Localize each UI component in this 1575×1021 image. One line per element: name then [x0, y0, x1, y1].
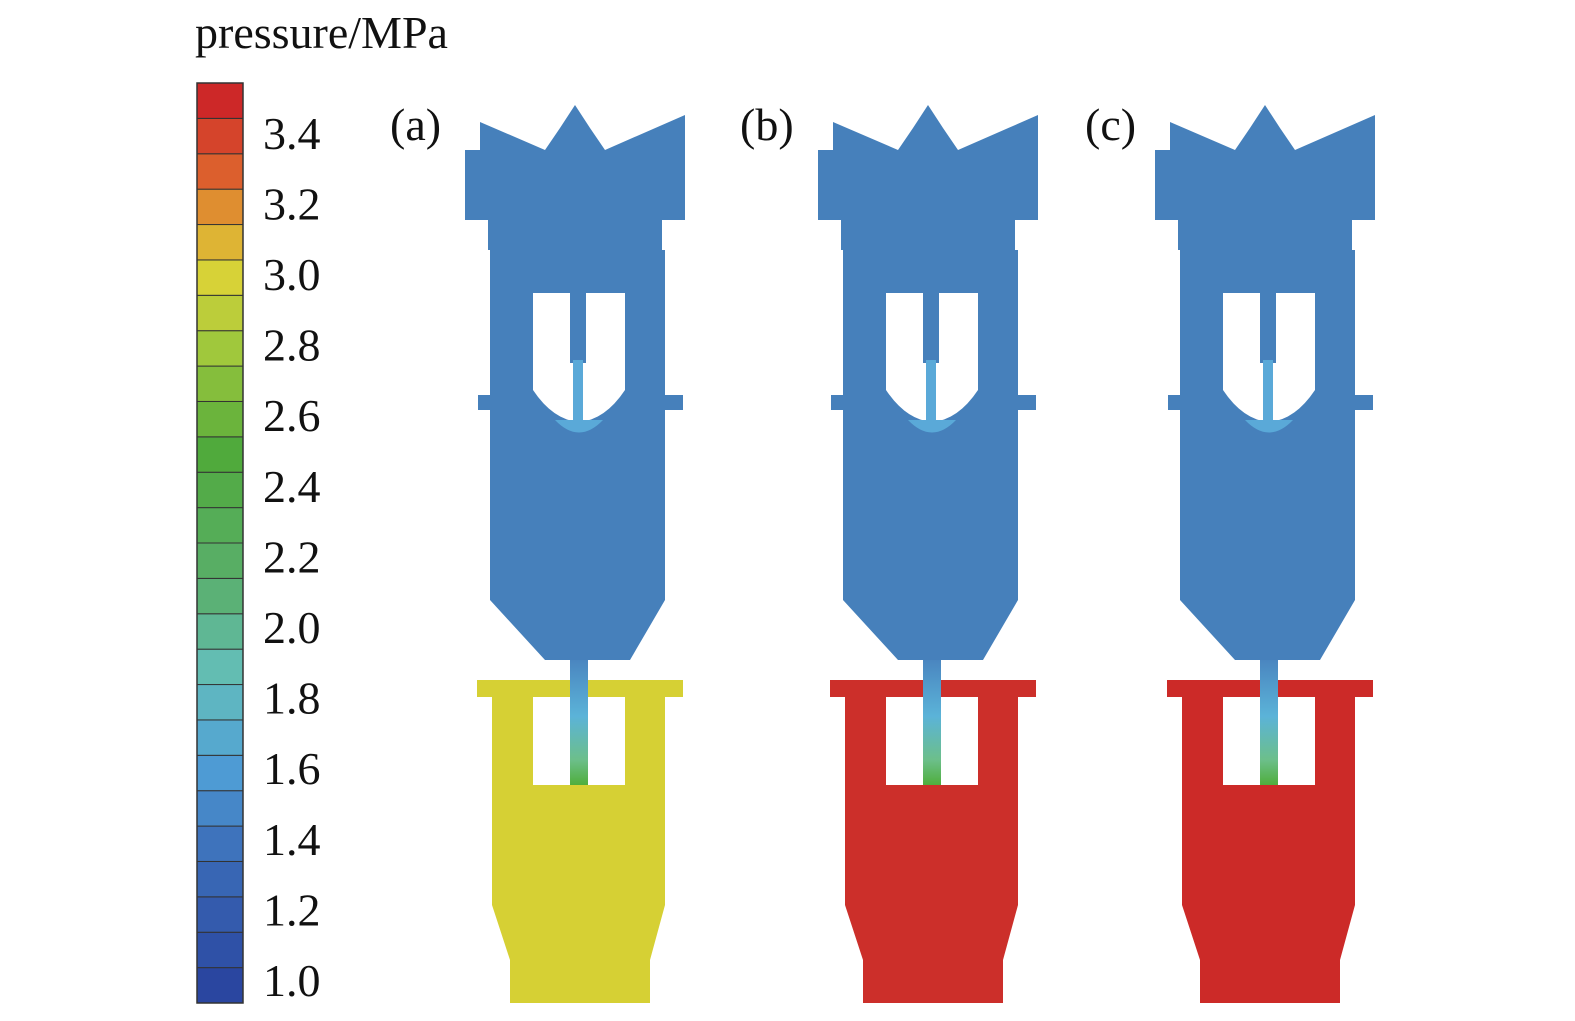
colorbar-band	[196, 436, 244, 473]
colorbar-frame	[196, 82, 244, 1004]
colorbar-band	[196, 896, 244, 933]
colorbar-band	[196, 365, 244, 402]
colorbar-band	[196, 684, 244, 721]
colorbar-band	[196, 507, 244, 544]
colorbar-tick-label: 1.0	[263, 955, 321, 1006]
colorbar-band	[196, 153, 244, 190]
colorbar-title: pressure/MPa	[195, 7, 448, 58]
colorbar-tick-label: 2.4	[263, 461, 321, 512]
panel-label: (b)	[740, 99, 794, 150]
colorbar-tick-label: 2.6	[263, 390, 321, 441]
colorbar-band	[196, 224, 244, 261]
colorbar-band	[196, 471, 244, 509]
colorbar-band	[196, 188, 244, 226]
colorbar-band	[196, 825, 244, 862]
colorbar-band	[196, 577, 244, 615]
colorbar-band	[196, 967, 244, 1004]
colorbar-band	[196, 330, 244, 367]
colorbar-tick-label: 1.2	[263, 884, 321, 935]
colorbar-band	[196, 294, 244, 332]
colorbar-band	[196, 860, 244, 898]
colorbar-band	[196, 790, 244, 827]
colorbar-band	[196, 648, 244, 686]
colorbar-band	[196, 754, 244, 792]
colorbar-band	[196, 719, 244, 756]
colorbar-band	[196, 931, 244, 969]
colorbar-tick-label: 1.6	[263, 743, 321, 794]
colorbar-band	[196, 82, 244, 119]
colorbar-tick-label: 1.8	[263, 673, 321, 724]
panel-label: (a)	[390, 99, 441, 150]
colorbar-band	[196, 400, 244, 438]
panel-c	[1155, 105, 1375, 1003]
colorbar-tick-label: 3.0	[263, 249, 321, 300]
panel-a	[465, 105, 685, 1003]
colorbar-tick-label: 2.8	[263, 320, 321, 371]
panel-b	[818, 105, 1038, 1003]
colorbar-band	[196, 117, 244, 155]
colorbar-band	[196, 613, 244, 650]
panel-label: (c)	[1085, 99, 1136, 150]
colorbar-tick-label: 1.4	[263, 814, 321, 865]
colorbar-tick-label: 2.0	[263, 602, 321, 653]
colorbar-tick-label: 3.2	[263, 178, 321, 229]
colorbar-band	[196, 542, 244, 579]
colorbar-tick-label: 2.2	[263, 531, 321, 582]
colorbar: 1.0 1.2 1.4 1.6 1.8 2.0 2.2 2.4 2.6 2.8 3.0 3.2 3.4	[196, 82, 321, 1006]
colorbar-band	[196, 259, 244, 296]
colorbar-tick-label: 3.4	[263, 108, 321, 159]
